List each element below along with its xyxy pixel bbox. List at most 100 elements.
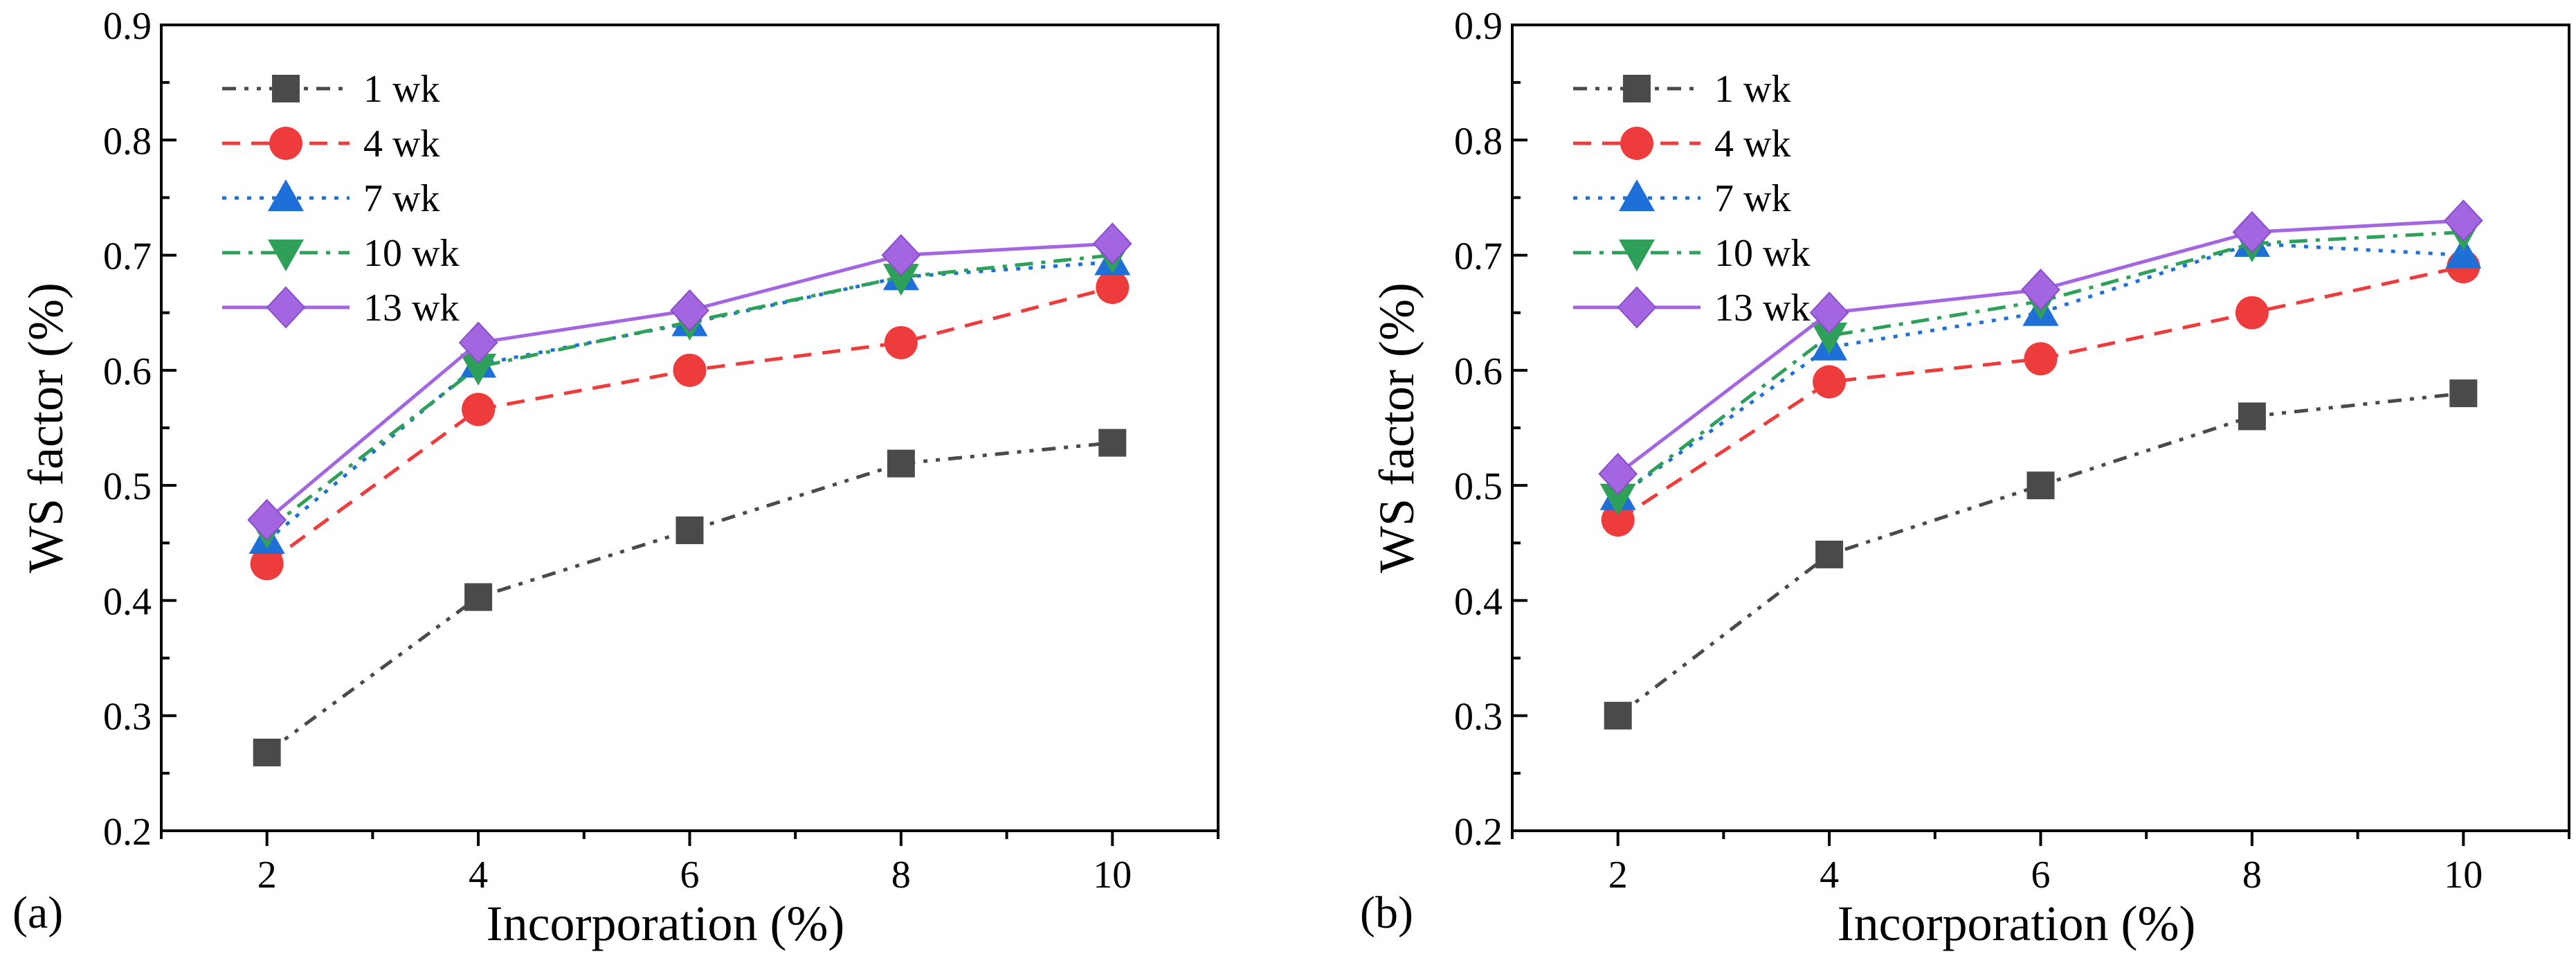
series-line [266,441,1113,754]
data-point [462,393,496,426]
data-point [1599,483,1636,516]
legend-label: 4 wk [1714,123,1790,165]
data-point [464,583,493,611]
legend-label: 10 wk [1714,232,1810,275]
y-tick-label: 0.6 [103,350,152,393]
legend-marker [1617,286,1657,329]
data-point [1098,429,1127,457]
data-point [458,321,498,364]
legend-marker [272,75,300,102]
data-point [2238,402,2266,431]
y-tick-label: 0.4 [1454,580,1503,623]
data-point [2443,199,2483,242]
legend-marker [1623,75,1651,102]
legend-label: 7 wk [363,177,439,220]
data-point [2021,268,2060,311]
chart-panel-a: 0.2 0.3 0.4 0.5 0.6 0.7 0.8 0.9 2 4 6 8 10 Incorporat… [12,5,1219,951]
x-tick-label: 6 [2031,854,2051,897]
x-tick-label: 2 [1608,854,1628,897]
y-tick-label: 0.3 [1454,696,1503,739]
data-point [1598,453,1638,495]
y-tick-label: 0.9 [1454,5,1503,48]
data-point [2235,296,2269,330]
series-1-wk [1604,379,2478,730]
data-point [1813,365,1847,399]
y-tick-label: 0.8 [1454,120,1503,163]
data-point [1815,540,1844,568]
data-point [887,449,915,478]
data-point [675,516,704,544]
data-point [884,325,918,359]
panel-label: (a) [12,888,63,938]
legend-label: 1 wk [1714,68,1790,111]
legend-label: 4 wk [363,123,439,165]
data-point [1096,271,1130,305]
data-point [1604,701,1632,730]
series-13-wk [247,222,1132,541]
legend: 1 wk 4 wk 7 wk 10 wk 13 wk [222,68,459,330]
x-axis-title: Incorporation (%) [1838,896,2196,951]
x-tick-label: 10 [2444,854,2483,897]
data-point [1601,503,1635,537]
y-tick-label: 0.3 [103,696,152,739]
panel-label: (b) [1360,888,1413,938]
data-point [2232,210,2272,253]
x-tick-label: 6 [680,854,700,897]
data-point [2024,342,2058,376]
data-point [1809,291,1849,334]
data-point [882,264,919,296]
data-point [881,234,921,277]
legend-marker [1620,127,1653,160]
data-point [247,498,287,541]
plot-frame [1511,24,2570,832]
legend-label: 7 wk [1714,177,1790,220]
legend-marker [269,127,302,160]
data-point [2449,379,2478,408]
data-point [670,289,709,332]
legend-label: 13 wk [363,287,459,330]
y-axis-title: WS factor (%) [18,282,73,573]
legend-label: 1 wk [363,68,439,111]
data-point [250,547,284,581]
y-tick-label: 0.6 [1454,350,1503,393]
y-tick-label: 0.7 [103,235,152,278]
data-point [1092,222,1132,265]
data-point [460,353,497,386]
y-tick-label: 0.8 [103,120,152,163]
y-tick-label: 0.5 [1454,465,1503,508]
x-axis-title: Incorporation (%) [487,896,845,951]
x-tick-label: 4 [469,854,488,897]
series-1-wk [253,429,1127,766]
data-point [253,738,281,766]
chart-panel-b: 0.2 0.3 0.4 0.5 0.6 0.7 0.8 0.9 2 4 6 8 10 Incorporat… [1360,5,2570,951]
x-tick-label: 8 [891,854,911,897]
y-tick-label: 0.4 [103,580,152,623]
y-tick-label: 0.7 [1454,235,1503,278]
y-tick-label: 0.2 [103,811,152,854]
x-tick-label: 10 [1093,854,1132,897]
data-point [673,353,707,387]
data-point [1811,322,1848,354]
x-tick-label: 8 [2242,854,2262,897]
y-tick-label: 0.2 [1454,811,1503,854]
y-tick-label: 0.5 [103,465,152,508]
legend-marker [1619,179,1655,211]
legend-marker [268,179,304,211]
legend-marker [266,286,306,329]
x-tick-label: 4 [1820,854,1839,897]
series-13-wk [1598,199,2483,495]
legend-label: 10 wk [363,232,459,275]
legend-marker [268,240,304,271]
plot-frame [160,24,1219,832]
legend-marker [1619,240,1655,271]
legend: 1 wk 4 wk 7 wk 10 wk 13 wk [1573,68,1810,330]
data-point [2026,471,2055,500]
y-tick-label: 0.9 [103,5,152,48]
series-line [1617,391,2464,717]
legend-label: 13 wk [1714,287,1810,330]
data-point [2445,236,2482,269]
x-tick-label: 2 [257,854,277,897]
y-axis-title: WS factor (%) [1369,282,1424,573]
series-4-wk [250,271,1130,581]
